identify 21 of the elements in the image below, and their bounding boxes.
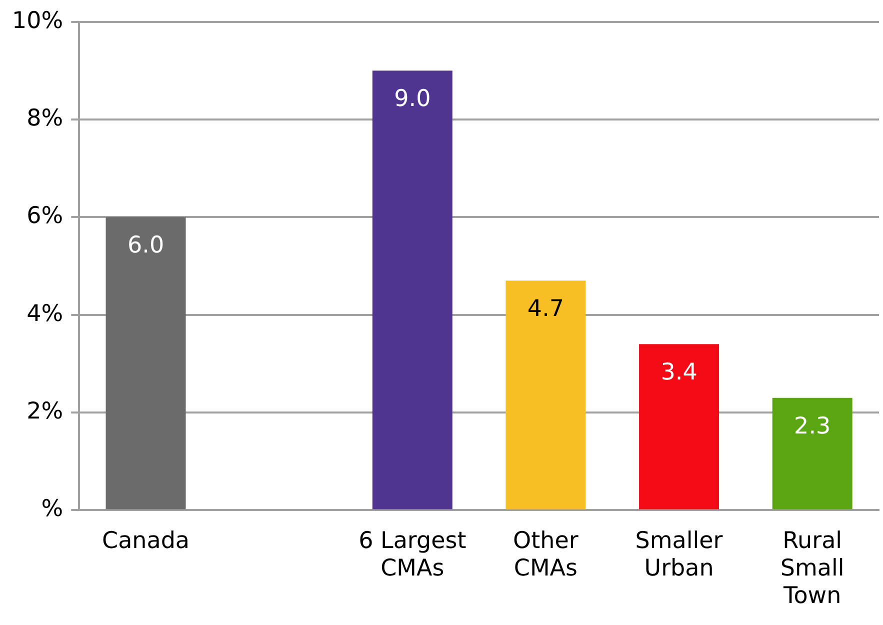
data-label: 4.7 bbox=[527, 296, 564, 322]
y-tick-label: 4% bbox=[26, 300, 64, 327]
bar bbox=[372, 70, 452, 510]
x-tick-label: Rural Small Town bbox=[780, 528, 844, 610]
y-tick-label: 10% bbox=[12, 8, 64, 34]
y-tick-label: % bbox=[41, 496, 64, 522]
y-tick-label: 6% bbox=[26, 203, 64, 230]
data-label: 3.4 bbox=[660, 360, 698, 386]
x-tick-label: Canada bbox=[102, 528, 190, 554]
x-tick-label: Other CMAs bbox=[513, 528, 579, 582]
bar bbox=[772, 398, 852, 510]
y-tick-label: 8% bbox=[26, 105, 64, 132]
data-label: 2.3 bbox=[794, 413, 831, 440]
data-label: 6.0 bbox=[127, 232, 164, 259]
bar bbox=[639, 344, 720, 510]
bar bbox=[506, 280, 586, 510]
y-tick-label: 2% bbox=[26, 398, 64, 424]
x-tick-label: 6 Largest CMAs bbox=[358, 528, 466, 582]
data-label: 9.0 bbox=[394, 86, 431, 112]
bar bbox=[106, 217, 186, 510]
x-tick-label: Smaller Urban bbox=[635, 528, 724, 582]
